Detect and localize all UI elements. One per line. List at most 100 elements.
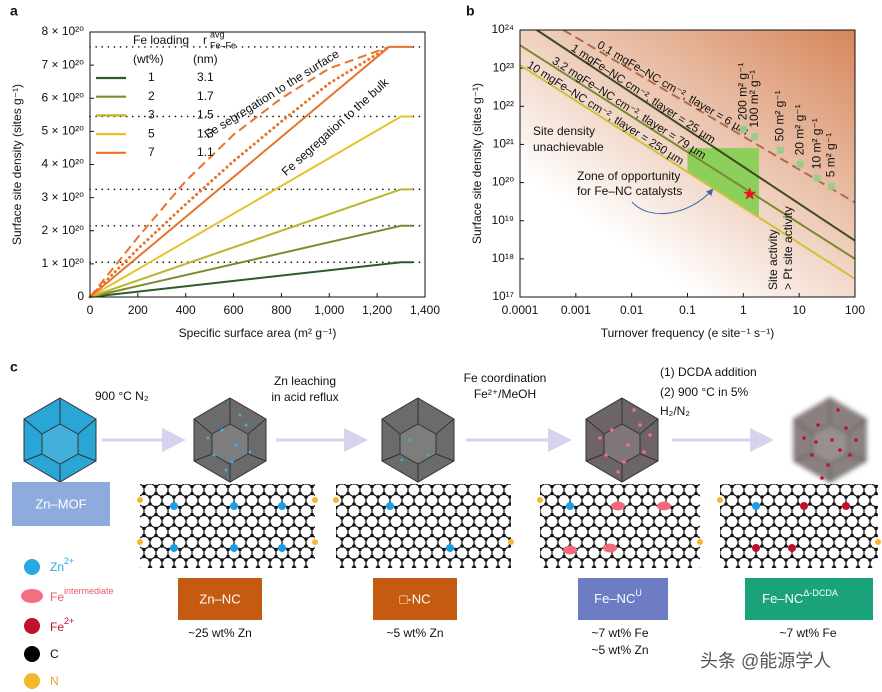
material-name: Fe–NCU: [594, 588, 642, 606]
lattice: [336, 484, 511, 568]
material-box: [178, 578, 262, 620]
step-text: Zn leaching: [274, 374, 336, 388]
legend-title: Fe loading: [133, 33, 189, 47]
x-tick-label: 1,200: [362, 303, 392, 317]
x-axis-label: Specific surface area (m² g⁻¹): [179, 326, 337, 340]
fe-dots: [598, 408, 652, 474]
series-line: [89, 224, 414, 298]
lattice: [720, 484, 878, 568]
x-tick-label: 0: [87, 303, 94, 317]
x-axis-label: Turnover frequency (e site⁻¹ s⁻¹): [601, 326, 775, 340]
y-tick-label: 10¹⁹: [492, 213, 514, 227]
legend-name: Zn: [50, 560, 64, 574]
x-tick-label: 0.01: [620, 303, 644, 317]
series-line: [519, 64, 856, 280]
series-line: [89, 45, 390, 298]
lattice: [540, 484, 700, 568]
point: [828, 182, 836, 190]
x-tick-label: 800: [271, 303, 291, 317]
x-tick-label: 0.0001: [502, 303, 539, 317]
legend-r: r: [203, 33, 207, 47]
fe-intermediate-sites: [563, 501, 671, 555]
y-tick-label: 1 × 10²⁰: [41, 256, 84, 270]
point-label: 10 m² g⁻¹: [809, 118, 823, 169]
x-tick-label: 0.001: [561, 303, 591, 317]
material-box: [12, 482, 110, 526]
y-tick-label: 10²³: [493, 60, 514, 74]
annotation: unachievable: [533, 140, 604, 154]
fe2-dots: [802, 408, 858, 480]
annotation: Site activity: [766, 229, 780, 290]
x-tick-label: 600: [224, 303, 244, 317]
n-sites: [137, 497, 881, 545]
legend-label: Fe2+: [50, 616, 74, 634]
lattices: [137, 484, 881, 568]
series-line: [562, 29, 856, 204]
legend-label: Feintermediate: [50, 586, 114, 604]
y-tick-label: 5 × 10²⁰: [41, 124, 84, 138]
annotation: Site density: [533, 124, 595, 138]
y-tick-label: 4 × 10²⁰: [41, 157, 84, 171]
step-text: in acid reflux: [271, 390, 338, 404]
lattice: [140, 484, 315, 568]
composition: ~7 wt% Fe: [591, 626, 648, 640]
y-tick-label: 10¹⁷: [492, 289, 514, 303]
y-tick-label: 10²⁰: [492, 175, 514, 189]
name: Fe–NC: [594, 591, 635, 606]
star-marker: [743, 187, 757, 200]
step-text: (1) DCDA addition: [660, 365, 757, 379]
step-text: Fe²⁺/MeOH: [474, 387, 536, 401]
chart-a: 0 200 400 600 800 1,000 1,200 1,400 0 1 × 10²⁰ 2 ×…: [10, 3, 440, 340]
series-line: [519, 44, 856, 260]
x-tick-label: 400: [176, 303, 196, 317]
composition: ~7 wt% Fe: [779, 626, 836, 640]
panel-label: a: [10, 3, 18, 19]
zn-dots: [206, 413, 430, 472]
x-tick-label: 100: [845, 303, 865, 317]
panel-c: c 900 °C N₂ Zn leaching in acid reflux F…: [10, 359, 881, 689]
legend-value: 3.1: [197, 70, 214, 84]
legend-unit: (wt%): [133, 52, 164, 66]
series-line: [88, 45, 391, 299]
legend-label: Zn2+: [50, 556, 74, 574]
point-label: 20 m² g⁻¹: [792, 104, 806, 155]
legend-sup: intermediate: [64, 586, 114, 596]
panel-label: c: [10, 359, 18, 375]
polyhedron: [23, 397, 97, 483]
y-tick-label: 10²²: [493, 98, 514, 112]
legend-label: 7: [148, 145, 155, 159]
annotation: for Fe–NC catalysts: [577, 184, 682, 198]
x-tick-label: 1,400: [410, 303, 440, 317]
step-text: H₂/N₂: [660, 404, 690, 418]
legend-symbol: [21, 589, 43, 603]
point: [751, 133, 759, 141]
series-line: [89, 261, 414, 298]
legend-sup: 2+: [64, 616, 74, 626]
name-sup: Δ-DCDA: [803, 588, 838, 598]
step-text: Fe coordination: [464, 371, 547, 385]
x-tick-label: 0.1: [679, 303, 696, 317]
y-tick-label: 0: [77, 289, 84, 303]
watermark: 头条 @能源学人: [700, 651, 831, 671]
y-tick-label: 2 × 10²⁰: [41, 223, 84, 237]
point: [813, 174, 821, 182]
y-axis-label: Surface site density (sites g⁻¹): [470, 83, 484, 244]
plot-frame: [89, 31, 426, 298]
fe2-sites: [752, 502, 850, 552]
legend-unit: (nm): [193, 52, 218, 66]
material-name: Fe–NCΔ-DCDA: [762, 588, 838, 606]
point: [776, 146, 784, 154]
point-label: 200 m² g⁻¹: [736, 63, 750, 121]
y-axis-label: Surface site density (sites g⁻¹): [10, 84, 24, 245]
polyhedron: [193, 397, 267, 483]
point-label: 100 m² g⁻¹: [747, 70, 761, 128]
legend-r-sup: avg: [210, 29, 225, 39]
legend-name: Fe: [50, 620, 64, 634]
line-label: Fe segregation to the bulk: [279, 75, 392, 179]
legend-symbol: [24, 559, 40, 575]
annotation: > Pt site activity: [781, 206, 795, 290]
legend-value: 1.3: [197, 126, 214, 140]
legend-sup: 2+: [64, 556, 74, 566]
charts: 0 200 400 600 800 1,000 1,200 1,400 0 1 × 10²⁰ 2 ×…: [10, 3, 865, 340]
legend-label: C: [50, 647, 59, 661]
